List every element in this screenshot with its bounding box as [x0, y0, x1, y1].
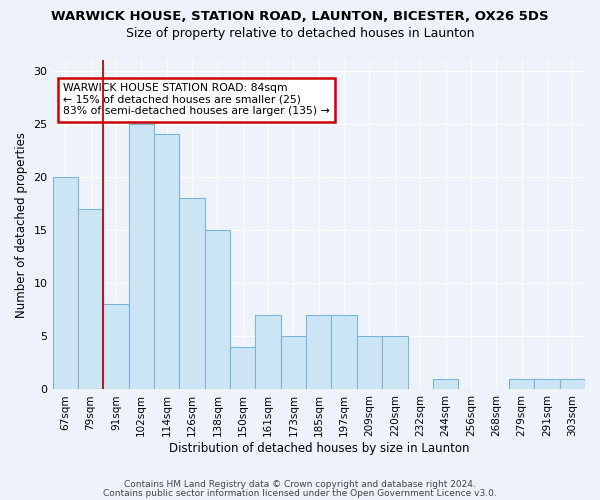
Bar [205, 230, 230, 390]
Bar [154, 134, 179, 390]
Bar [53, 177, 78, 390]
Bar [357, 336, 382, 390]
Bar [382, 336, 407, 390]
Bar [433, 379, 458, 390]
Bar [560, 379, 585, 390]
Text: Contains public sector information licensed under the Open Government Licence v3: Contains public sector information licen… [103, 489, 497, 498]
Bar [509, 379, 534, 390]
Bar [128, 124, 154, 390]
Text: WARWICK HOUSE, STATION ROAD, LAUNTON, BICESTER, OX26 5DS: WARWICK HOUSE, STATION ROAD, LAUNTON, BI… [51, 10, 549, 23]
Y-axis label: Number of detached properties: Number of detached properties [15, 132, 28, 318]
Text: Contains HM Land Registry data © Crown copyright and database right 2024.: Contains HM Land Registry data © Crown c… [124, 480, 476, 489]
Bar [281, 336, 306, 390]
Bar [256, 315, 281, 390]
Bar [78, 209, 103, 390]
Bar [230, 347, 256, 390]
Bar [331, 315, 357, 390]
Text: Size of property relative to detached houses in Launton: Size of property relative to detached ho… [126, 28, 474, 40]
X-axis label: Distribution of detached houses by size in Launton: Distribution of detached houses by size … [169, 442, 469, 455]
Text: WARWICK HOUSE STATION ROAD: 84sqm
← 15% of detached houses are smaller (25)
83% : WARWICK HOUSE STATION ROAD: 84sqm ← 15% … [63, 83, 330, 116]
Bar [534, 379, 560, 390]
Bar [306, 315, 331, 390]
Bar [103, 304, 128, 390]
Bar [179, 198, 205, 390]
